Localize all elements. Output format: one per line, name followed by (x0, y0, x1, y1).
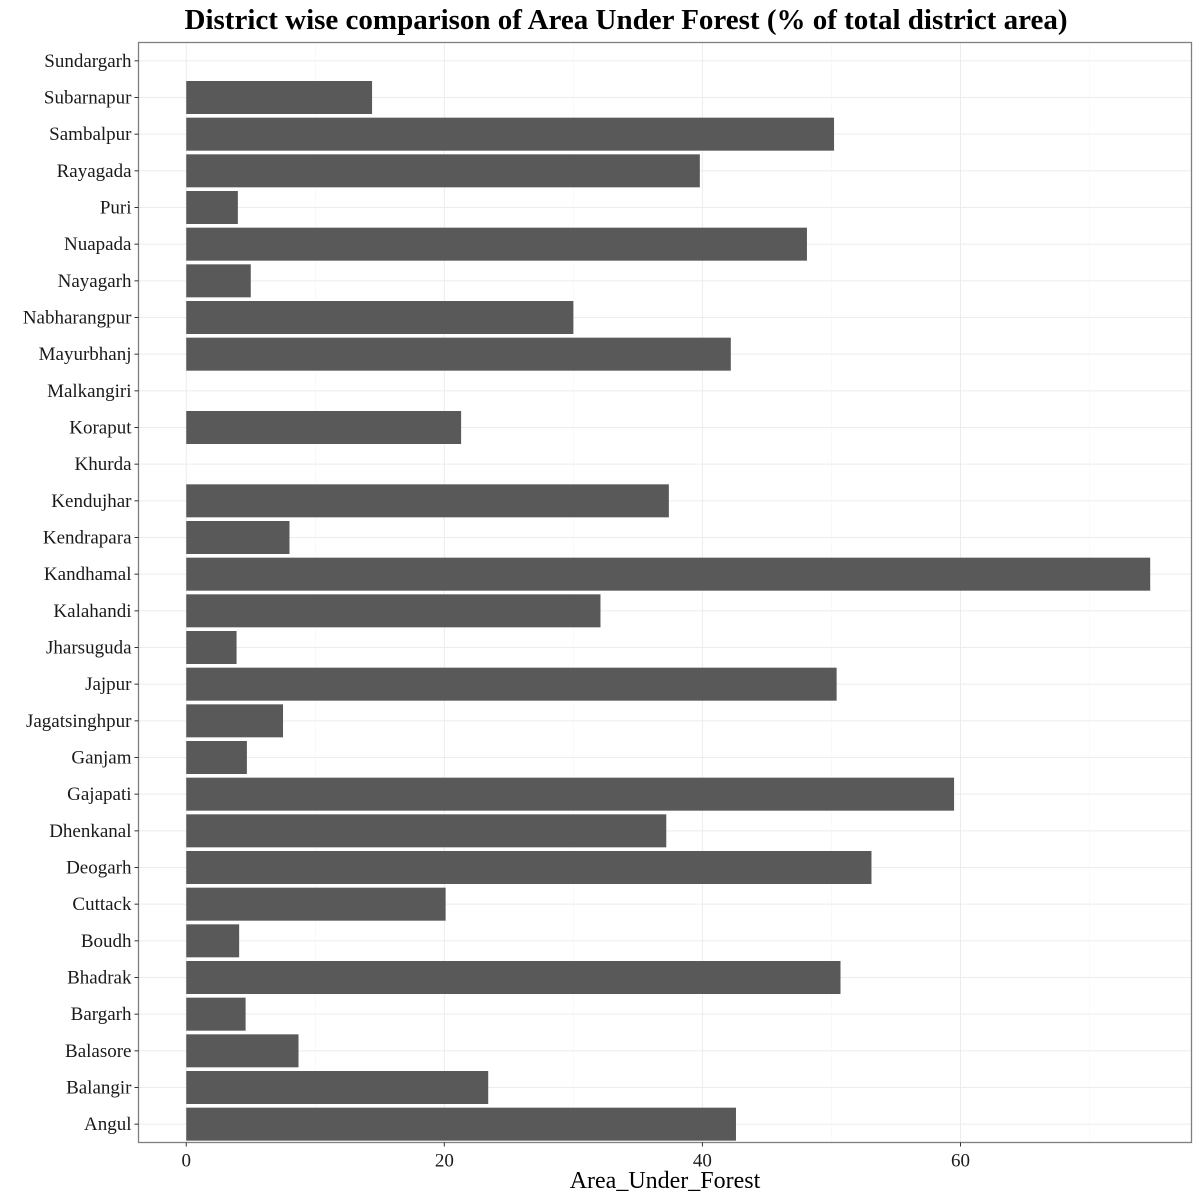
bar-jagatsinghpur (186, 704, 284, 738)
y-tick-label: Jagatsinghpur (26, 711, 132, 732)
y-tick-label: Koraput (69, 418, 132, 439)
bar-balangir (186, 1071, 489, 1104)
bar-subarnapur (186, 81, 373, 114)
y-tick-label: Nabharangpur (23, 308, 132, 329)
bar-sambalpur (186, 117, 835, 151)
bar-gajapati (186, 777, 955, 811)
y-tick-label: Khurda (75, 454, 133, 475)
bar-nayagarh (186, 264, 251, 298)
bar-dhenkanal (186, 814, 667, 848)
y-tick-label: Dhenkanal (49, 821, 131, 842)
y-tick-label: Rayagada (57, 161, 132, 182)
bar-kendujhar (186, 484, 669, 518)
bar-deogarh (186, 851, 872, 884)
bar-nabharangpur (186, 301, 574, 334)
bar-mayurbhanj (186, 337, 731, 371)
y-tick-label: Ganjam (71, 748, 131, 769)
y-tick-label: Malkangiri (47, 381, 131, 402)
x-tick-label: 0 (181, 1151, 191, 1172)
y-tick-label: Jharsuguda (46, 638, 132, 659)
y-tick-label: Kandhamal (44, 564, 132, 585)
bar-jharsuguda (186, 631, 237, 664)
y-tick-label: Nuapada (64, 234, 132, 255)
x-axis: 0 20 40 60 (181, 1142, 970, 1172)
bar-puri (186, 191, 238, 224)
bar-cuttack (186, 887, 446, 921)
y-tick-label: Gajapati (67, 784, 131, 805)
chart-title: District wise comparison of Area Under F… (185, 4, 1068, 36)
bar-kalahandi (186, 594, 601, 628)
bar-nuapada (186, 227, 807, 261)
y-tick-label: Jajpur (85, 674, 132, 695)
bar-rayagada (186, 154, 700, 188)
y-tick-label: Kalahandi (53, 601, 131, 622)
bar-bargarh (186, 997, 246, 1031)
y-axis: Angul Balangir Balasore Bargarh Bhadrak Boudh… (23, 51, 139, 1135)
y-tick-label: Deogarh (66, 858, 132, 879)
x-axis-title: Area_Under_Forest (570, 1168, 761, 1194)
y-tick-label: Boudh (81, 931, 132, 952)
bar-angul (186, 1107, 736, 1141)
bar-ganjam (186, 741, 247, 774)
bar-koraput (186, 411, 462, 444)
y-tick-label: Angul (84, 1114, 132, 1135)
bar-bhadrak (186, 961, 841, 994)
y-tick-label: Kendujhar (51, 491, 132, 512)
y-tick-label: Bargarh (71, 1004, 132, 1025)
y-tick-label: Balasore (65, 1041, 131, 1062)
y-tick-label: Sundargarh (44, 51, 132, 72)
bar-boudh (186, 924, 240, 958)
y-tick-label: Bhadrak (67, 968, 132, 989)
bar-kendrapara (186, 521, 290, 554)
y-tick-label: Sambalpur (49, 124, 132, 145)
x-tick-label: 40 (693, 1151, 712, 1172)
y-tick-label: Mayurbhanj (39, 344, 132, 365)
bars (186, 81, 1151, 1141)
y-tick-label: Balangir (66, 1078, 132, 1099)
bar-balasore (186, 1034, 299, 1068)
x-tick-label: 20 (435, 1151, 454, 1172)
bar-kandhamal (186, 557, 1151, 591)
y-tick-label: Puri (100, 198, 132, 219)
y-tick-label: Cuttack (72, 894, 132, 915)
plot-panel-border (137, 41, 1193, 1144)
y-tick-label: Subarnapur (44, 88, 132, 109)
bar-jajpur (186, 667, 837, 701)
y-tick-label: Kendrapara (43, 528, 132, 549)
x-tick-label: 60 (951, 1151, 970, 1172)
y-tick-label: Nayagarh (58, 271, 132, 292)
